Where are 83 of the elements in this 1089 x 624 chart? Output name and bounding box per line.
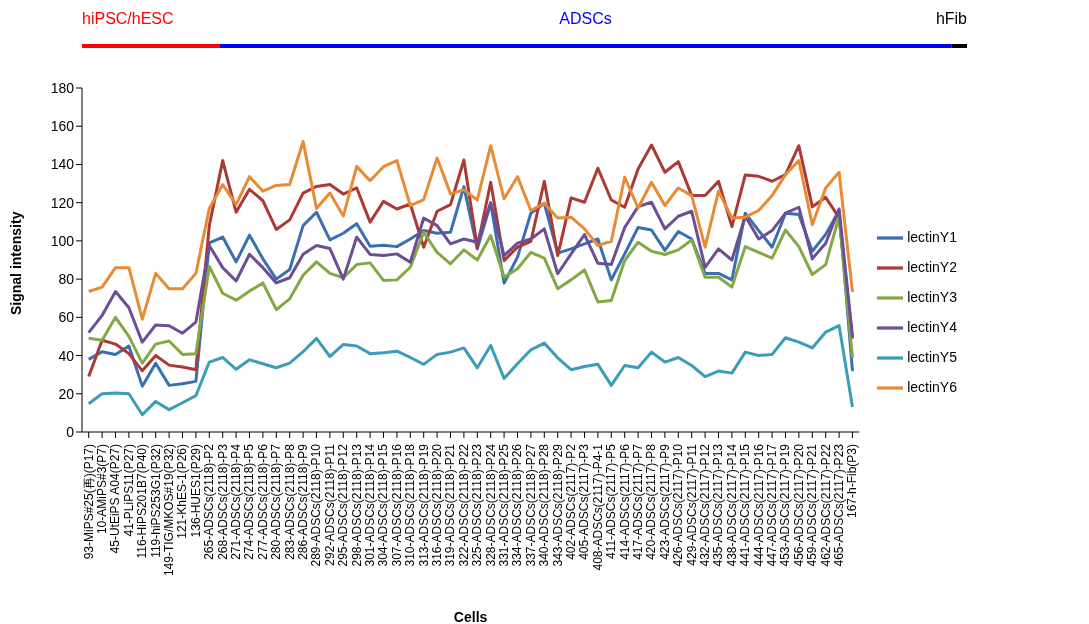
x-tick-label: 337-ADSCs(2118)-P27 [523,443,538,567]
x-tick-label: 426-ADSCs(2117)-P10 [671,443,686,567]
x-tick-label: 313-ADSCs(2118)-P19 [416,443,431,567]
x-tick-label: 268-ADSCs(2118)-P3 [215,443,230,560]
x-tick-label: 402-ADSCs(2117)-P2 [564,443,579,560]
x-tick-label: 271-ADSCs(2118)-P4 [229,443,244,560]
x-tick-label: 414-ADSCs(2117)-P6 [617,443,632,560]
line-series [87,324,854,417]
x-tick-label: 441-ADSCs(2117)-P15 [738,443,753,567]
x-tick-label: 328-ADSCs(2118)-P24 [483,443,498,567]
y-tick-label: 20 [58,385,75,402]
x-axis-title: Cells [453,609,488,624]
x-tick-label: 41-PLiPS11(P27) [121,444,136,537]
x-tick-label: 283-ADSCs(2118)-P8 [282,443,297,560]
x-tick-label: 149-TIG/MKOS#19(P32) [162,444,177,577]
y-tick-label: 160 [50,118,75,135]
x-tick-label: 417-ADSCs(2117)-P7 [631,443,646,560]
x-tick-label: 462-ADSCs(2117)-P22 [818,443,833,567]
legend-label: lectinY6 [907,379,957,395]
x-tick-label: 10-AMiPS#3(P7) [95,444,110,535]
x-tick-label: 405-ADSCs(2117)-P3 [577,443,592,560]
x-tick-label: 292-ADSCs(2118)-P11 [322,443,337,566]
x-tick-label: 167-h-Fib(P3) [845,444,860,519]
x-tick-label: 307-ADSCs(2118)-P16 [389,443,404,567]
y-tick-label: 60 [58,309,75,326]
y-tick-label: 120 [50,194,75,211]
x-tick-label: 319-ADSCs(2118)-P21 [443,443,458,567]
legend-label: lectinY5 [907,349,957,365]
legend-label: lectinY1 [907,229,957,245]
x-tick-label: 295-ADSCs(2118)-P12 [336,443,351,567]
y-tick-label: 100 [50,232,75,249]
y-tick-label: 140 [50,156,75,173]
y-tick-label: 0 [66,423,75,440]
x-tick-label: 265-ADSCs(2118)-P2 [202,443,217,560]
x-tick-label: 408-ADSCs(2117)-P4-1 [590,443,605,571]
x-tick-label: 438-ADSCs(2117)-P14 [724,443,739,567]
x-tick-label: 459-ADSCs(2117)-P21 [805,443,820,567]
x-tick-label: 325-ADSCs(2118)-P23 [470,443,485,567]
x-tick-label: 423-ADSCs(2117)-P9 [657,443,672,560]
x-tick-label: 322-ADSCs(2118)-P22 [456,443,471,567]
x-tick-label: 93-MiPS#25(再)(P17) [81,444,96,560]
text: ADSCs [559,10,612,27]
legend-label: lectinY4 [907,319,957,335]
x-tick-label: 310-ADSCs(2118)-P18 [403,443,418,567]
line-series [87,200,854,344]
x-tick-label: 45-UtEiPS A04(P27) [108,444,123,554]
x-tick-label: 316-ADSCs(2118)-P20 [430,443,445,567]
y-tick-label: 80 [58,271,75,288]
line-series [87,214,854,365]
x-tick-label: 334-ADSCs(2118)-P26 [510,443,525,567]
x-tick-label: 119-hiPS253G1(P32) [148,444,163,558]
x-tick-label: 343-ADSCs(2118)-P29 [550,443,565,567]
x-tick-label: 286-ADSCs(2118)-P9 [296,443,311,560]
x-tick-label: 274-ADSCs(2118)-P5 [242,443,257,560]
x-tick-label: 289-ADSCs(2118)-P10 [309,443,324,567]
x-tick-label: 301-ADSCs(2118)-P14 [363,443,378,567]
legend-label: lectinY3 [907,289,957,305]
x-tick-label: 280-ADSCs(2118)-P7 [269,443,284,560]
y-tick-label: 40 [58,347,75,364]
text: hFib [935,10,968,27]
x-tick-label: 121-KhES-1(P26) [175,444,190,539]
x-tick-label: 435-ADSCs(2117)-P13 [711,443,726,567]
x-tick-label: 277-ADSCs(2118)-P6 [255,443,270,560]
line-series [87,140,854,321]
x-tick-label: 136-HUES1(P29) [188,444,203,538]
x-tick-label: 444-ADSCs(2117)-P16 [751,443,766,567]
x-tick-label: 456-ADSCs(2117)-P20 [791,443,806,567]
x-tick-label: 411-ADSCs(2117)-P5 [604,443,619,559]
x-tick-label: 340-ADSCs(2118)-P28 [537,443,552,567]
x-tick-label: 331-ADSCs(2118)-P25 [497,443,512,567]
text: hiPSC/hESC [82,10,174,27]
y-axis-title: Signal intensity [7,211,24,315]
x-tick-label: 429-ADSCs(2117)-P11 [684,443,699,566]
x-tick-label: 298-ADSCs(2118)-P13 [349,443,364,567]
legend-label: lectinY2 [907,259,957,275]
x-tick-label: 432-ADSCs(2117)-P12 [698,443,713,567]
x-tick-label: 465-ADSCs(2117)-P23 [832,443,847,567]
x-tick-label: 304-ADSCs(2118)-P15 [376,443,391,567]
x-tick-label: 116-HiPS201B7(P40) [135,444,150,559]
x-tick-label: 447-ADSCs(2117)-P17 [765,443,780,567]
x-tick-label: 420-ADSCs(2117)-P8 [644,443,659,560]
y-tick-label: 180 [50,79,75,96]
x-tick-label: 453-ADSCs(2117)-P19 [778,443,793,567]
